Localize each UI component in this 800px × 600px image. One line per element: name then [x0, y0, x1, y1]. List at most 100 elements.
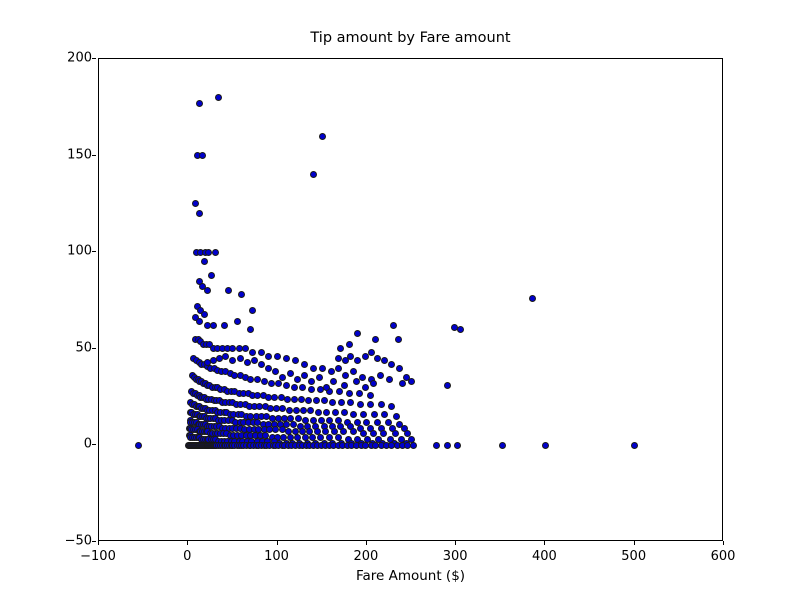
- scatter-point: [631, 441, 639, 449]
- scatter-point: [290, 420, 298, 428]
- scatter-point: [267, 380, 275, 388]
- y-tick-label: 50: [75, 340, 92, 356]
- scatter-point: [391, 430, 399, 438]
- scatter-point: [359, 410, 367, 418]
- scatter-point: [372, 335, 380, 343]
- scatter-point: [332, 409, 340, 417]
- scatter-point: [341, 382, 349, 389]
- scatter-point: [390, 322, 398, 330]
- x-tick-mark: [365, 541, 367, 545]
- scatter-point: [298, 395, 306, 403]
- y-tick-mark: [92, 154, 96, 156]
- scatter-point: [294, 414, 302, 422]
- x-tick-label: 200: [353, 549, 379, 564]
- scatter-point: [286, 370, 294, 378]
- scatter-point: [313, 397, 321, 405]
- scatter-point: [233, 318, 241, 326]
- scatter-point: [361, 383, 369, 391]
- scatter-point: [209, 356, 217, 364]
- scatter-point: [352, 378, 360, 386]
- x-tick-mark: [187, 541, 189, 545]
- y-tick-label: 150: [67, 147, 92, 163]
- scatter-point: [354, 356, 362, 364]
- scatter-point: [200, 258, 208, 266]
- scatter-point: [381, 410, 389, 418]
- scatter-point: [300, 360, 308, 368]
- scatter-point: [366, 401, 374, 409]
- x-tick-label: 100: [264, 549, 289, 564]
- scatter-point: [215, 94, 223, 102]
- scatter-point: [283, 420, 290, 428]
- scatter-point: [334, 364, 342, 372]
- x-tick-label: 0: [183, 549, 192, 564]
- scatter-point: [358, 374, 366, 382]
- scatter-point: [341, 356, 349, 364]
- scatter-point: [341, 372, 349, 380]
- scatter-point: [195, 99, 203, 107]
- scatter-point: [541, 441, 549, 449]
- scatter-point: [191, 200, 199, 208]
- scatter-point: [258, 349, 265, 357]
- scatter-point: [357, 401, 365, 409]
- scatter-point: [349, 428, 357, 436]
- scatter-point: [199, 283, 207, 291]
- scatter-point: [374, 354, 382, 362]
- scatter-point: [374, 418, 382, 426]
- scatter-point: [318, 132, 326, 140]
- scatter-point: [377, 401, 385, 409]
- scatter-point: [335, 387, 343, 395]
- scatter-point: [353, 418, 361, 426]
- y-tick-label: 0: [83, 436, 92, 452]
- scatter-point: [299, 383, 307, 391]
- x-tick-mark: [98, 541, 99, 545]
- scatter-point: [402, 374, 410, 382]
- scatter-point: [299, 407, 307, 415]
- x-tick-label: 600: [710, 549, 736, 564]
- scatter-point: [403, 430, 411, 438]
- scatter-point: [241, 345, 249, 353]
- scatter-point: [388, 360, 396, 368]
- scatter-point: [291, 395, 299, 403]
- y-tick-mark: [92, 541, 96, 542]
- scatter-point: [315, 409, 323, 417]
- x-tick-label: 500: [621, 549, 647, 564]
- y-tick-mark: [92, 58, 96, 59]
- scatter-point: [308, 378, 315, 386]
- scatter-point: [195, 318, 203, 326]
- x-tick-mark: [276, 541, 278, 545]
- scatter-point: [250, 356, 258, 364]
- scatter-point: [380, 430, 388, 438]
- scatter-point: [367, 349, 375, 357]
- scatter-point: [308, 385, 315, 393]
- scatter-point: [356, 389, 364, 397]
- scatter-point: [323, 409, 331, 417]
- scatter-point: [396, 420, 404, 428]
- scatter-point: [216, 354, 224, 362]
- y-tick-mark: [92, 251, 96, 253]
- scatter-point: [236, 354, 244, 362]
- scatter-point: [272, 368, 280, 376]
- scatter-point: [249, 306, 257, 314]
- scatter-point: [341, 409, 349, 417]
- scatter-point: [279, 374, 287, 382]
- scatter-point: [376, 372, 384, 380]
- scatter-point: [318, 364, 326, 372]
- scatter-point: [399, 380, 407, 388]
- y-tick-label: −50: [64, 533, 92, 549]
- scatter-point: [322, 428, 330, 436]
- y-tick-mark: [92, 347, 96, 349]
- scatter-point: [443, 441, 451, 449]
- scatter-point: [369, 430, 377, 438]
- scatter-point: [334, 434, 342, 442]
- scatter-point: [443, 382, 451, 389]
- scatter-point: [361, 353, 369, 361]
- scatter-point: [343, 418, 351, 426]
- y-axis-ticks: −50 0 50 100 150 200: [30, 51, 96, 549]
- scatter-point: [199, 152, 207, 160]
- scatter-point: [283, 382, 290, 389]
- scatter-point: [347, 353, 355, 361]
- scatter-point: [336, 345, 344, 353]
- scatter-point: [409, 441, 417, 449]
- scatter-point: [528, 295, 536, 303]
- scatter-point: [134, 441, 142, 449]
